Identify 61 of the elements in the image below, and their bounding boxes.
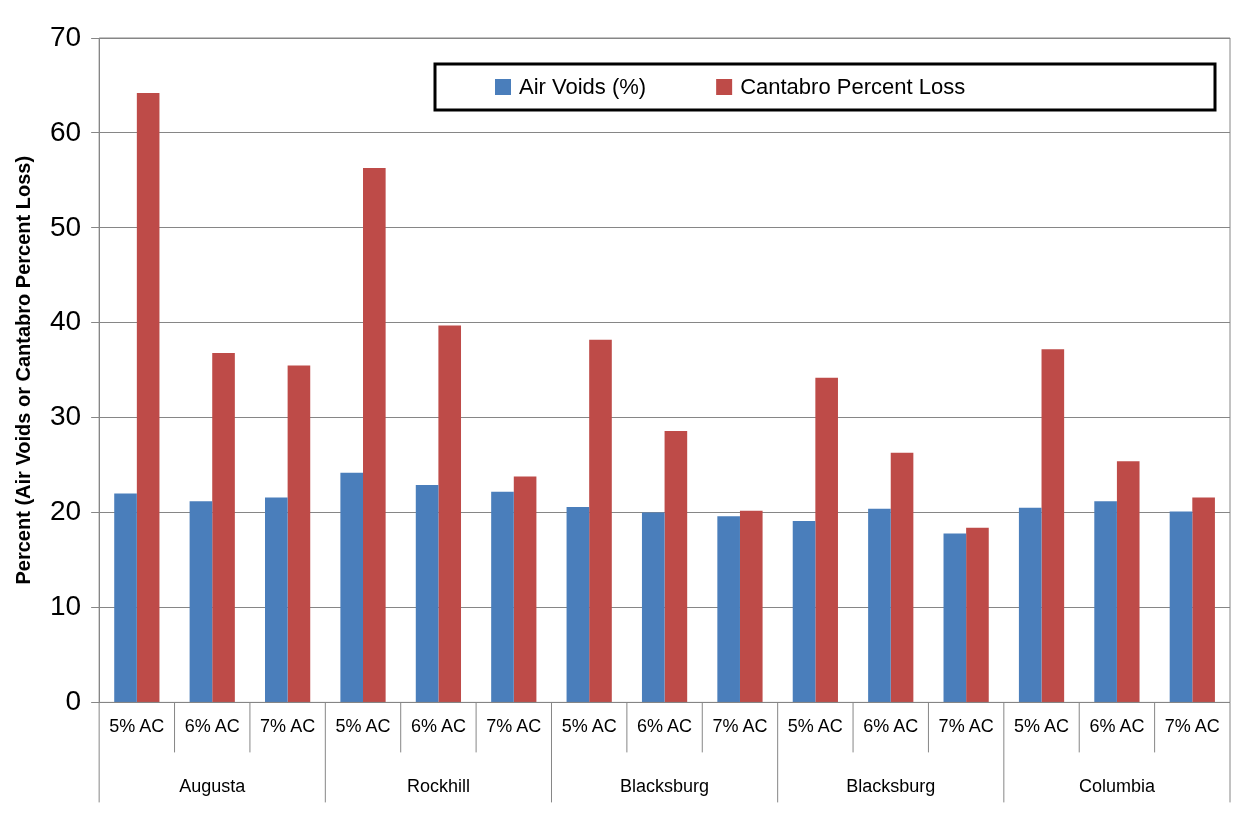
bar xyxy=(1169,511,1193,702)
bar xyxy=(1116,461,1140,702)
bar xyxy=(415,485,439,702)
bar xyxy=(966,527,989,702)
x-tick-label: 5% AC xyxy=(335,716,391,737)
x-tick-label: 7% AC xyxy=(712,716,768,737)
bar xyxy=(589,339,612,702)
x-tick-label: 7% AC xyxy=(486,716,542,737)
x-tick-label: 5% AC xyxy=(109,716,165,737)
bar xyxy=(1192,497,1215,702)
y-tick-label: 70 xyxy=(49,20,82,52)
x-tick-label: 6% AC xyxy=(184,716,240,737)
text: Columbia xyxy=(1078,776,1156,797)
text: Augusta xyxy=(179,776,247,797)
bar xyxy=(212,353,235,702)
bar xyxy=(438,325,462,702)
bar xyxy=(114,493,137,702)
y-tick-label: 50 xyxy=(49,210,82,242)
bar xyxy=(815,377,838,702)
y-tick-label: 0 xyxy=(65,685,82,717)
bar xyxy=(566,506,590,702)
text: Blacksburg xyxy=(620,776,710,797)
x-tick-label: 5% AC xyxy=(787,716,843,737)
x-tick-label: 6% AC xyxy=(410,716,466,737)
y-tick-label: 60 xyxy=(49,115,82,147)
bar xyxy=(792,521,816,702)
bar xyxy=(1094,501,1117,702)
bar xyxy=(664,430,688,702)
bar xyxy=(868,508,891,702)
x-tick-label: 6% AC xyxy=(863,716,919,737)
bar xyxy=(189,501,213,702)
y-tick-label: 10 xyxy=(49,590,82,622)
x-tick-label: 6% AC xyxy=(1089,716,1145,737)
x-tick-label: 7% AC xyxy=(1164,716,1220,737)
bar xyxy=(136,93,160,702)
y-tick-label: 30 xyxy=(49,400,82,432)
bar xyxy=(890,452,914,702)
y-axis-title: Percent (Air Voids or Cantabro Percent Loss) xyxy=(11,155,34,585)
bar xyxy=(641,512,665,702)
bar xyxy=(340,472,364,702)
bar xyxy=(739,510,763,702)
bar xyxy=(491,491,514,702)
text: Blacksburg xyxy=(846,776,936,797)
bar xyxy=(943,533,967,702)
legend-label: Air Voids (%) xyxy=(519,74,647,100)
bar xyxy=(513,476,537,702)
y-tick-label: 20 xyxy=(49,495,82,527)
x-tick-label: 7% AC xyxy=(260,716,316,737)
x-tick-label: 6% AC xyxy=(637,716,693,737)
bar xyxy=(1018,507,1042,702)
text: Rockhill xyxy=(406,776,470,797)
bar xyxy=(287,365,311,702)
x-tick-label: 7% AC xyxy=(938,716,994,737)
x-tick-label: 5% AC xyxy=(561,716,617,737)
bar xyxy=(363,168,386,702)
bar xyxy=(1041,349,1065,702)
x-tick-label: 5% AC xyxy=(1014,716,1070,737)
bar xyxy=(265,497,288,702)
y-tick-label: 40 xyxy=(49,305,82,337)
bar xyxy=(717,516,740,702)
legend-label: Cantabro Percent Loss xyxy=(740,74,966,100)
